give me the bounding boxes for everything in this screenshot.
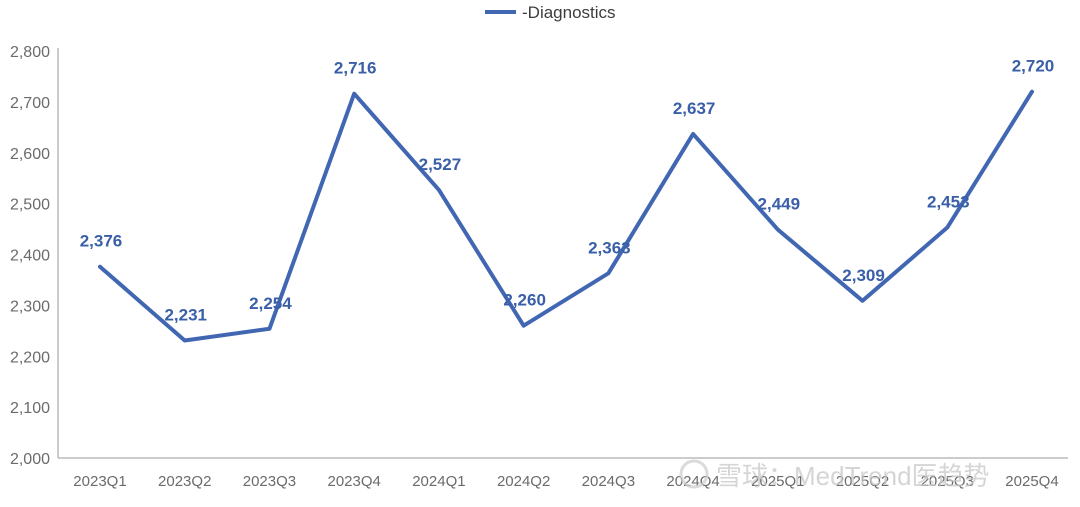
y-tick-label: 2,000 xyxy=(10,451,50,468)
data-labels: 2,376 2,231 2,254 2,716 2,527 2,260 2,363 2,637… xyxy=(80,57,1055,325)
data-label: 2,716 xyxy=(334,59,377,78)
data-label: 2,231 xyxy=(164,305,207,324)
y-tick-label: 2,600 xyxy=(10,146,50,163)
x-tick-label: 2023Q1 xyxy=(73,473,126,490)
x-tick-label: 2025Q4 xyxy=(1005,473,1058,490)
y-axis-ticks: 2,000 2,100 2,200 2,300 2,400 2,500 2,600 2,700… xyxy=(10,44,50,468)
watermark: 雪球：MedTrend医趋势 xyxy=(679,459,990,491)
data-point xyxy=(267,327,271,331)
data-point xyxy=(183,338,187,342)
data-label: 2,260 xyxy=(503,291,546,310)
data-point xyxy=(522,324,526,328)
x-tick-label: 2023Q4 xyxy=(327,473,380,490)
y-tick-label: 2,200 xyxy=(10,349,50,366)
data-point xyxy=(776,228,780,232)
drop-lines xyxy=(99,91,1033,450)
data-point xyxy=(1030,90,1034,94)
y-tick-label: 2,100 xyxy=(10,400,50,417)
x-tick-label: 2023Q3 xyxy=(243,473,296,490)
y-tick-label: 2,300 xyxy=(10,298,50,315)
data-label: 2,376 xyxy=(80,232,123,251)
x-tick-label: 2023Q2 xyxy=(158,473,211,490)
data-label: 2,527 xyxy=(419,155,462,174)
data-point xyxy=(98,265,102,269)
data-point xyxy=(691,132,695,136)
data-point xyxy=(352,92,356,96)
y-tick-label: 2,800 xyxy=(10,44,50,61)
x-tick-label: 2024Q1 xyxy=(412,473,465,490)
data-label: 2,637 xyxy=(673,99,716,118)
data-label: 2,449 xyxy=(758,195,801,214)
series-diagnostics xyxy=(98,89,1034,343)
legend-label: -Diagnostics xyxy=(522,3,616,22)
data-point xyxy=(606,271,610,275)
data-point xyxy=(861,299,865,303)
watermark-logo-icon xyxy=(679,459,709,489)
y-tick-label: 2,700 xyxy=(10,95,50,112)
data-label: 2,453 xyxy=(927,193,970,212)
x-tick-label: 2024Q3 xyxy=(582,473,635,490)
data-label: 2,309 xyxy=(842,266,885,285)
x-axis-ticks: 2023Q1 2023Q2 2023Q3 2023Q4 2024Q1 2024Q2 2024… xyxy=(73,473,1058,490)
data-label: 2,363 xyxy=(588,238,631,257)
x-tick-label: 2025Q3 xyxy=(921,473,974,490)
legend: -Diagnostics xyxy=(485,3,616,22)
x-tick-label: 2024Q2 xyxy=(497,473,550,490)
data-label: 2,254 xyxy=(249,294,292,313)
x-tick-label: 2025Q2 xyxy=(836,473,889,490)
x-tick-label: 2025Q1 xyxy=(751,473,804,490)
y-tick-label: 2,500 xyxy=(10,197,50,214)
data-point xyxy=(437,188,441,192)
data-label: 2,720 xyxy=(1012,57,1055,76)
y-tick-label: 2,400 xyxy=(10,248,50,265)
data-point xyxy=(945,226,949,230)
watermark-text: 雪球：MedTrend医趋势 xyxy=(716,461,990,491)
series-line xyxy=(98,89,1034,343)
